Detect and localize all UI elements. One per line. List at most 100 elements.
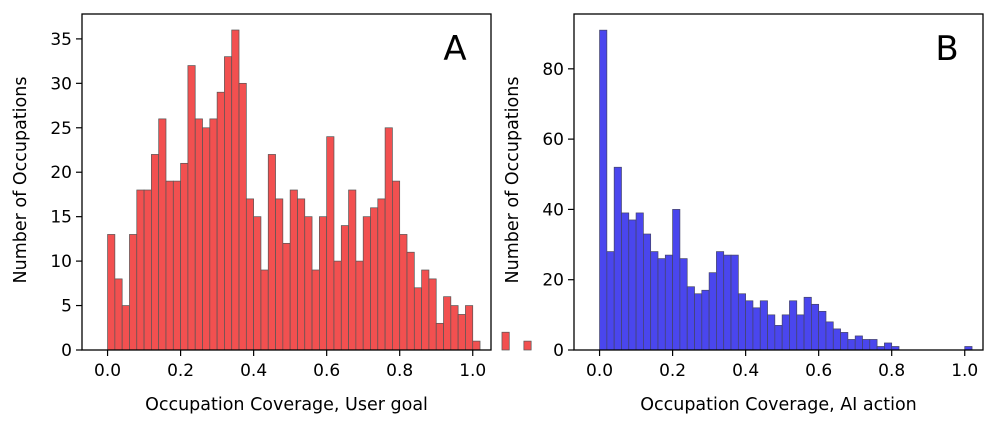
histogram-bar bbox=[289, 189, 298, 351]
histogram-bar bbox=[832, 328, 841, 351]
histogram-bar bbox=[165, 180, 174, 351]
x-tick-label: 0.2 bbox=[659, 361, 686, 381]
histogram-bar bbox=[847, 339, 856, 351]
histogram-bar bbox=[413, 287, 422, 351]
histogram-bar bbox=[457, 314, 466, 351]
histogram-bar bbox=[231, 29, 240, 351]
histogram-bar bbox=[362, 216, 371, 351]
histogram-bar bbox=[319, 216, 328, 351]
histogram-bar bbox=[840, 332, 849, 351]
histogram-bar bbox=[202, 127, 211, 351]
y-tick-label: 60 bbox=[542, 130, 564, 150]
histogram-bar bbox=[107, 234, 116, 351]
histogram-bar bbox=[523, 340, 532, 351]
x-axis-label-a: Occupation Coverage, User goal bbox=[145, 395, 428, 415]
x-tick-label: 1.0 bbox=[459, 361, 486, 381]
histogram-bar bbox=[311, 269, 320, 351]
histogram-bar bbox=[158, 118, 167, 351]
histogram-bar bbox=[854, 335, 863, 351]
histogram-bar bbox=[664, 254, 673, 351]
histogram-bar bbox=[443, 296, 452, 351]
x-tick-label: 0.8 bbox=[386, 361, 413, 381]
y-tick-label: 20 bbox=[542, 271, 564, 291]
histogram-bar bbox=[650, 251, 659, 351]
histogram-bar bbox=[121, 305, 130, 351]
histogram-bar bbox=[745, 300, 754, 351]
histogram-bar bbox=[355, 260, 364, 351]
x-tick-label: 0.4 bbox=[240, 361, 267, 381]
histogram-bar bbox=[180, 162, 189, 351]
histogram-bar bbox=[216, 91, 225, 351]
histogram-bar bbox=[245, 198, 254, 351]
histogram-bar bbox=[209, 118, 218, 351]
histogram-bar bbox=[501, 331, 510, 351]
histogram-bar bbox=[238, 82, 247, 351]
x-axis-ticks-b: 0.0 0.2 0.4 0.6 0.8 1.0 bbox=[586, 350, 978, 381]
x-axis-label-b: Occupation Coverage, AI action bbox=[640, 395, 917, 415]
histogram-bar bbox=[686, 286, 695, 351]
histogram-bar bbox=[282, 242, 291, 351]
x-axis-ticks-a: 0.0 0.2 0.4 0.6 0.8 1.0 bbox=[94, 350, 486, 381]
histogram-bar bbox=[421, 269, 430, 351]
histogram-bar bbox=[811, 303, 820, 351]
histogram-bar bbox=[759, 300, 768, 351]
histogram-panel-b: 0 20 40 60 80 0.0 0.2 0.4 0.6 0.8 1.0 B Occupatio… bbox=[503, 13, 984, 415]
x-tick-label: 0.6 bbox=[313, 361, 340, 381]
panel-label-b: B bbox=[935, 29, 958, 69]
histogram-bar bbox=[767, 314, 776, 351]
histogram-bar bbox=[194, 118, 203, 351]
histogram-bar bbox=[716, 251, 725, 351]
y-axis-label-b: Number of Occupations bbox=[503, 77, 523, 284]
histogram-bar bbox=[774, 325, 783, 351]
histogram-bar bbox=[253, 216, 262, 351]
histogram-bar bbox=[701, 289, 710, 351]
histogram-bar bbox=[392, 180, 401, 351]
histogram-bar bbox=[869, 339, 878, 351]
histogram-bar bbox=[628, 219, 637, 351]
histogram-bar bbox=[129, 234, 138, 351]
histogram-bar bbox=[621, 212, 630, 351]
y-tick-label: 5 bbox=[61, 297, 72, 317]
y-tick-label: 30 bbox=[50, 74, 72, 94]
histogram-bar bbox=[884, 342, 893, 351]
plot-frame-a bbox=[81, 13, 492, 351]
histogram-bar bbox=[143, 189, 152, 351]
y-tick-label: 0 bbox=[61, 341, 72, 361]
histogram-bar bbox=[862, 339, 871, 351]
histogram-bar bbox=[224, 56, 233, 351]
y-axis-ticks-b: 0 20 40 60 80 bbox=[542, 60, 574, 361]
histogram-bar bbox=[450, 305, 459, 351]
histogram-bar bbox=[370, 207, 379, 351]
histogram-panel-a: 0 5 10 15 20 25 30 35 0.0 0.2 0.4 0.6 0.8 1.0 A Occu… bbox=[11, 13, 532, 415]
histogram-bar bbox=[672, 209, 681, 351]
plot-frame-b bbox=[573, 13, 984, 351]
y-tick-label: 10 bbox=[50, 252, 72, 272]
y-tick-label: 35 bbox=[50, 30, 72, 50]
y-axis-label-a: Number of Occupations bbox=[11, 77, 31, 284]
histogram-bar bbox=[694, 293, 703, 351]
histogram-bar bbox=[333, 260, 342, 351]
histogram-bar bbox=[796, 314, 805, 351]
x-tick-label: 0.2 bbox=[167, 361, 194, 381]
x-tick-label: 0.0 bbox=[586, 361, 613, 381]
histogram-bar bbox=[472, 340, 481, 351]
histogram-bar bbox=[297, 198, 306, 351]
histogram-bar bbox=[172, 180, 181, 351]
histogram-bar bbox=[730, 254, 739, 351]
x-tick-label: 0.8 bbox=[878, 361, 905, 381]
panel-label-a: A bbox=[443, 29, 466, 69]
histogram-bar bbox=[435, 322, 444, 351]
histogram-bar bbox=[151, 154, 160, 351]
histogram-bar bbox=[723, 254, 732, 351]
histogram-bar bbox=[275, 198, 284, 351]
y-tick-label: 15 bbox=[50, 208, 72, 228]
histogram-bar bbox=[818, 310, 827, 351]
histogram-bar bbox=[752, 307, 761, 351]
y-tick-label: 40 bbox=[542, 200, 564, 220]
y-tick-label: 20 bbox=[50, 163, 72, 183]
histogram-bar bbox=[781, 314, 790, 351]
histogram-bar bbox=[643, 233, 652, 351]
histogram-bar bbox=[708, 272, 717, 351]
histogram-bar bbox=[737, 293, 746, 351]
